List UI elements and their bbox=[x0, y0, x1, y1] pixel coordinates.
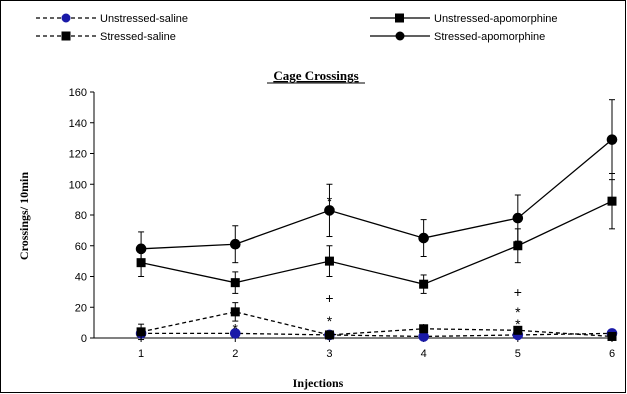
annotation-layer: **+* *+** bbox=[233, 193, 522, 337]
series-line-unstressed-saline bbox=[141, 332, 613, 338]
y-tick-label: 140 bbox=[69, 118, 87, 130]
data-point bbox=[607, 196, 617, 206]
y-axis-ticks: 0 20 40 60 80 100 120 140 160 bbox=[69, 87, 94, 345]
data-point bbox=[606, 134, 618, 145]
data-point bbox=[136, 327, 146, 337]
significance-asterisk: * bbox=[327, 193, 333, 209]
legend-label-stressed-saline: Stressed-saline bbox=[100, 31, 176, 43]
data-point bbox=[607, 331, 617, 341]
series-layer bbox=[135, 99, 618, 342]
data-point bbox=[324, 330, 334, 340]
legend-marker-stressed-apomorphine bbox=[395, 31, 405, 41]
legend-item-unstressed-saline: Unstressed-saline bbox=[36, 13, 188, 25]
legend-marker-unstressed-saline bbox=[61, 13, 71, 23]
data-point bbox=[418, 232, 429, 244]
y-tick-label: 0 bbox=[81, 333, 87, 345]
chart-title: Cage Crossings bbox=[273, 68, 358, 83]
y-tick-label: 160 bbox=[69, 87, 87, 99]
series-stressed-apomorphine bbox=[135, 99, 618, 267]
significance-asterisk: * bbox=[421, 321, 427, 337]
legend: Unstressed-saline Unstressed-apomorphine… bbox=[36, 13, 558, 43]
x-tick-label: 3 bbox=[326, 348, 332, 360]
significance-plus: + bbox=[325, 290, 333, 306]
series-line-unstressed-apomorphine bbox=[140, 200, 613, 285]
legend-item-stressed-saline: Stressed-saline bbox=[36, 31, 176, 43]
series-stressed-saline bbox=[136, 302, 617, 341]
significance-asterisk: * bbox=[515, 316, 521, 332]
legend-item-unstressed-apomorphine: Unstressed-apomorphine bbox=[370, 13, 558, 25]
legend-item-stressed-apomorphine: Stressed-apomorphine bbox=[370, 31, 545, 43]
data-point bbox=[229, 328, 241, 339]
data-point bbox=[324, 205, 335, 216]
y-tick-label: 120 bbox=[69, 149, 87, 161]
significance-asterisk: * bbox=[233, 321, 239, 337]
data-point bbox=[229, 238, 241, 250]
y-tick-label: 80 bbox=[75, 210, 87, 222]
y-axis-label: Crossings/ 10min bbox=[17, 172, 31, 260]
data-point bbox=[419, 279, 429, 289]
x-tick-label: 1 bbox=[138, 348, 144, 360]
data-point bbox=[324, 256, 334, 266]
legend-marker-unstressed-apomorphine bbox=[395, 13, 404, 23]
y-tick-label: 20 bbox=[75, 302, 87, 314]
data-point bbox=[230, 307, 240, 317]
y-tick-label: 60 bbox=[75, 241, 87, 253]
y-tick-label: 40 bbox=[75, 272, 87, 284]
legend-label-unstressed-saline: Unstressed-saline bbox=[100, 13, 188, 25]
data-point bbox=[513, 241, 523, 251]
data-point bbox=[135, 243, 147, 255]
significance-asterisk: * bbox=[327, 313, 333, 329]
data-point bbox=[513, 325, 523, 335]
y-tick-label: 100 bbox=[69, 179, 87, 191]
significance-plus: + bbox=[514, 284, 522, 300]
legend-label-unstressed-apomorphine: Unstressed-apomorphine bbox=[434, 13, 558, 25]
data-point bbox=[230, 278, 240, 288]
legend-marker-stressed-saline bbox=[61, 31, 71, 41]
series-line-stressed-apomorphine bbox=[141, 139, 613, 250]
x-tick-label: 4 bbox=[421, 348, 427, 360]
x-tick-label: 6 bbox=[609, 348, 615, 360]
x-axis-label: Injections bbox=[293, 376, 344, 390]
data-point bbox=[512, 212, 524, 224]
significance-asterisk: * bbox=[515, 304, 521, 320]
data-point bbox=[419, 324, 429, 334]
x-tick-label: 2 bbox=[232, 348, 238, 360]
legend-label-stressed-apomorphine: Stressed-apomorphine bbox=[434, 31, 545, 43]
series-line-stressed-saline bbox=[140, 311, 613, 338]
x-tick-label: 5 bbox=[515, 348, 521, 360]
